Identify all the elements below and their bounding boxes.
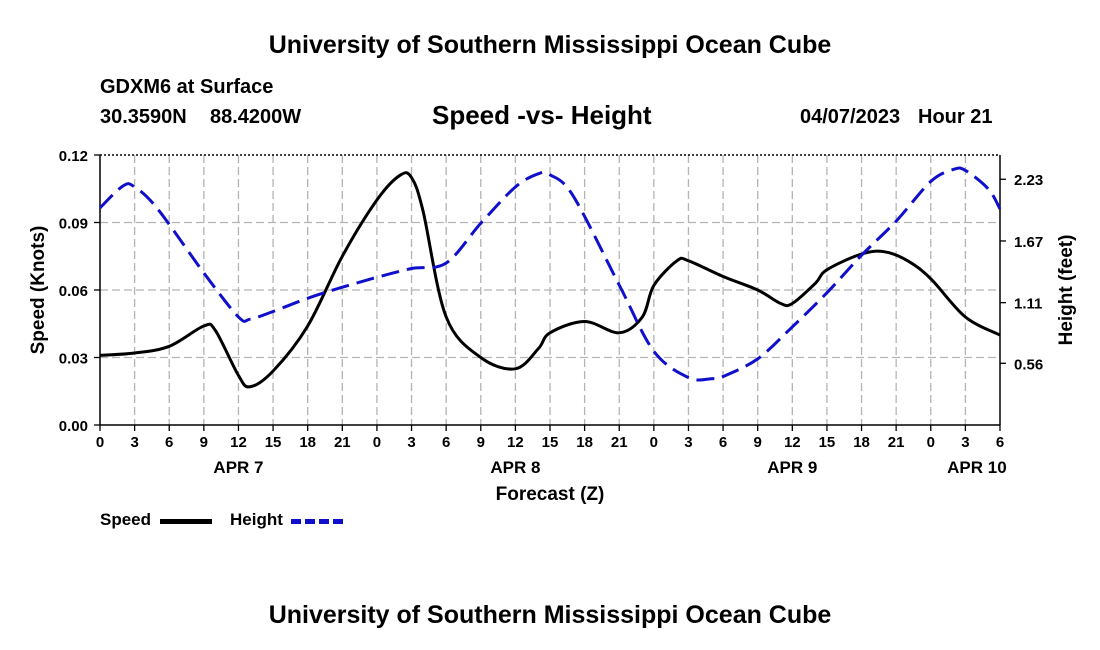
x-tick-label: 3 — [407, 434, 415, 451]
x-tick-label: 3 — [130, 434, 138, 451]
y-left-tick-label: 0.06 — [59, 283, 88, 300]
y-left-tick-label: 0.12 — [59, 148, 88, 165]
x-tick-label: 12 — [230, 434, 247, 451]
x-tick-label: 12 — [507, 434, 524, 451]
date-label: APR 8 — [490, 458, 540, 477]
x-tick-label: 0 — [927, 434, 935, 451]
x-tick-label: 21 — [611, 434, 628, 451]
footer-title: University of Southern Mississippi Ocean… — [268, 601, 832, 629]
x-tick-label: 9 — [754, 434, 762, 451]
station-label: GDXM6 at Surface — [100, 76, 274, 98]
x-tick-label: 0 — [373, 434, 381, 451]
x-tick-label: 15 — [265, 434, 282, 451]
height-series-line — [98, 166, 1002, 382]
date-label: APR 7 — [213, 458, 263, 477]
legend-speed-swatch — [160, 519, 212, 524]
x-tick-label: 15 — [819, 434, 836, 451]
plot-title: Speed -vs- Height — [432, 100, 652, 130]
legend-height-swatch — [291, 519, 343, 524]
x-tick-label: 15 — [542, 434, 559, 451]
x-tick-label: 18 — [299, 434, 316, 451]
x-tick-label: 0 — [650, 434, 658, 451]
x-tick-label: 21 — [334, 434, 351, 451]
x-tick-label: 9 — [477, 434, 485, 451]
issue-hour: Hour 21 — [918, 106, 993, 128]
x-tick-label: 6 — [996, 434, 1004, 451]
date-label: APR 9 — [767, 458, 817, 477]
legend-height-label: Height — [230, 510, 283, 529]
y-left-tick-label: 0.09 — [59, 216, 88, 233]
legend-speed-label: Speed — [100, 510, 152, 529]
issue-date: 04/07/2023 — [800, 106, 901, 128]
y-left-tick-label: 0.03 — [59, 351, 88, 368]
date-label: APR 10 — [947, 458, 1007, 477]
x-tick-label: 6 — [442, 434, 450, 451]
longitude-label: 88.4200W — [210, 106, 302, 128]
speed-series-line — [99, 171, 1001, 389]
latitude-label: 30.3590N — [100, 106, 187, 128]
y-right-tick-label: 1.11 — [1014, 296, 1042, 313]
x-tick-label: 3 — [961, 434, 969, 451]
x-tick-label: 6 — [165, 434, 173, 451]
x-tick-label: 18 — [853, 434, 870, 451]
y-left-axis-title: Speed (Knots) — [28, 226, 49, 355]
x-tick-label: 0 — [96, 434, 104, 451]
y-left-tick-label: 0.00 — [59, 418, 88, 435]
y-right-tick-label: 0.56 — [1014, 356, 1043, 373]
x-axis-title: Forecast (Z) — [496, 484, 605, 505]
x-tick-label: 3 — [684, 434, 692, 451]
x-tick-label: 9 — [200, 434, 208, 451]
x-tick-label: 21 — [888, 434, 905, 451]
y-right-axis-title: Height (feet) — [1056, 235, 1077, 346]
y-right-tick-label: 2.23 — [1014, 172, 1043, 189]
chart-main-title: University of Southern Mississippi Ocean… — [268, 31, 832, 59]
x-tick-label: 18 — [576, 434, 593, 451]
x-tick-label: 12 — [784, 434, 801, 451]
x-tick-label: 6 — [719, 434, 727, 451]
y-right-tick-label: 1.67 — [1014, 234, 1043, 251]
